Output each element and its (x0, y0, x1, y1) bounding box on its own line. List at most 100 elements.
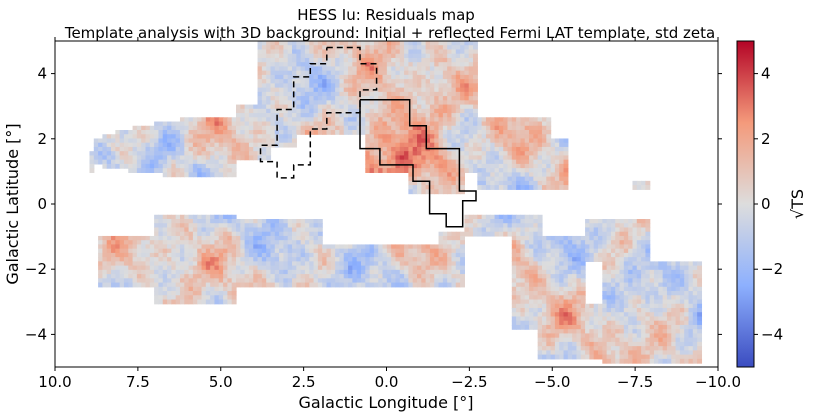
heatmap-cell (554, 180, 560, 186)
heatmap-cell (304, 96, 310, 101)
heatmap-cell (421, 45, 427, 51)
heatmap-cell (283, 79, 289, 84)
heatmap-cell (533, 274, 539, 279)
heatmap-cell (550, 341, 556, 347)
heatmap-cell (360, 62, 366, 68)
heatmap-cell (498, 146, 504, 152)
heatmap-cell (188, 168, 194, 173)
heatmap-cell (162, 223, 168, 229)
heatmap-cell (641, 324, 646, 330)
heatmap-cell (179, 257, 185, 262)
heatmap-cell (429, 57, 435, 63)
heatmap-cell (283, 121, 289, 127)
heatmap-cell (279, 96, 284, 101)
heatmap-cell (257, 74, 263, 80)
heatmap-cell (654, 265, 659, 271)
heatmap-cell (373, 155, 379, 161)
heatmap-cell (296, 108, 302, 114)
heatmap-cell (266, 125, 272, 131)
heatmap-cell (236, 155, 241, 161)
heatmap-cell (606, 223, 612, 229)
heatmap-cell (378, 53, 384, 59)
heatmap-cell (494, 159, 500, 165)
heatmap-cell (335, 100, 341, 106)
heatmap-cell (382, 274, 388, 279)
heatmap-cell (408, 265, 414, 271)
heatmap-cell (386, 130, 392, 135)
heatmap-cell (434, 53, 440, 59)
heatmap-cell (227, 142, 233, 148)
colorbar-axis: 420−2−4 (754, 65, 783, 343)
heatmap-cell (184, 121, 190, 127)
heatmap-cell (279, 57, 284, 63)
heatmap-cell (360, 278, 366, 284)
heatmap-cell (360, 274, 366, 279)
heatmap-cell (231, 248, 237, 254)
heatmap-cell (111, 235, 116, 241)
heatmap-cell (425, 96, 431, 101)
heatmap-cell (550, 142, 556, 148)
heatmap-cell (688, 299, 694, 305)
heatmap-cell (438, 53, 444, 59)
heatmap-cell (179, 214, 185, 220)
heatmap-cell (248, 138, 254, 144)
heatmap-cell (408, 87, 414, 93)
heatmap-cell (546, 333, 552, 339)
heatmap-cell (511, 159, 517, 165)
heatmap-cell (658, 299, 664, 305)
heatmap-cell (179, 282, 185, 288)
heatmap-cell (529, 159, 534, 165)
heatmap-cell (602, 346, 608, 351)
heatmap-cell (365, 62, 371, 68)
heatmap-cell (171, 146, 177, 152)
heatmap-cell (382, 244, 388, 250)
heatmap-cell (261, 261, 267, 267)
heatmap-cell (274, 83, 280, 89)
heatmap-cell (167, 244, 172, 250)
heatmap-cell (214, 265, 220, 271)
heatmap-cell (473, 53, 478, 59)
heatmap-cell (546, 278, 552, 284)
heatmap-cell (236, 282, 241, 288)
heatmap-cell (593, 329, 599, 335)
heatmap-cell (154, 227, 160, 233)
heatmap-cell (373, 41, 379, 46)
heatmap-cell (274, 138, 280, 144)
heatmap-cell (477, 130, 483, 135)
colorbar-tick-label: −2 (761, 260, 783, 278)
heatmap-cell (244, 282, 250, 288)
heatmap-cell (425, 155, 431, 161)
heatmap-cell (477, 176, 483, 182)
heatmap-cell (192, 155, 198, 161)
heatmap-cell (274, 74, 280, 80)
heatmap-cell (447, 91, 453, 97)
heatmap-cell (666, 295, 672, 301)
heatmap-cell (559, 138, 565, 144)
heatmap-cell (688, 346, 694, 351)
heatmap-cell (171, 235, 177, 241)
heatmap-cell (537, 346, 543, 351)
heatmap-cell (188, 291, 194, 296)
heatmap-cell (481, 180, 487, 186)
heatmap-cell (179, 248, 185, 254)
heatmap-cell (223, 130, 228, 135)
heatmap-cell (348, 117, 353, 123)
heatmap-cell (304, 130, 310, 135)
heatmap-cell (274, 121, 280, 127)
x-tick-label: −7.5 (617, 373, 653, 391)
heatmap-cell (214, 235, 220, 241)
heatmap-cell (98, 159, 104, 165)
heatmap-cell (115, 235, 121, 241)
heatmap-cell (352, 49, 358, 55)
heatmap-cell (477, 134, 483, 140)
heatmap-cell (460, 74, 465, 80)
heatmap-cell (593, 354, 599, 360)
heatmap-cell (322, 244, 328, 250)
heatmap-cell (529, 274, 534, 279)
heatmap-cell (356, 96, 362, 101)
heatmap-cell (98, 282, 104, 288)
heatmap-cell (546, 350, 552, 356)
heatmap-cell (537, 282, 543, 288)
heatmap-cell (610, 299, 616, 305)
heatmap-cell (554, 252, 560, 258)
